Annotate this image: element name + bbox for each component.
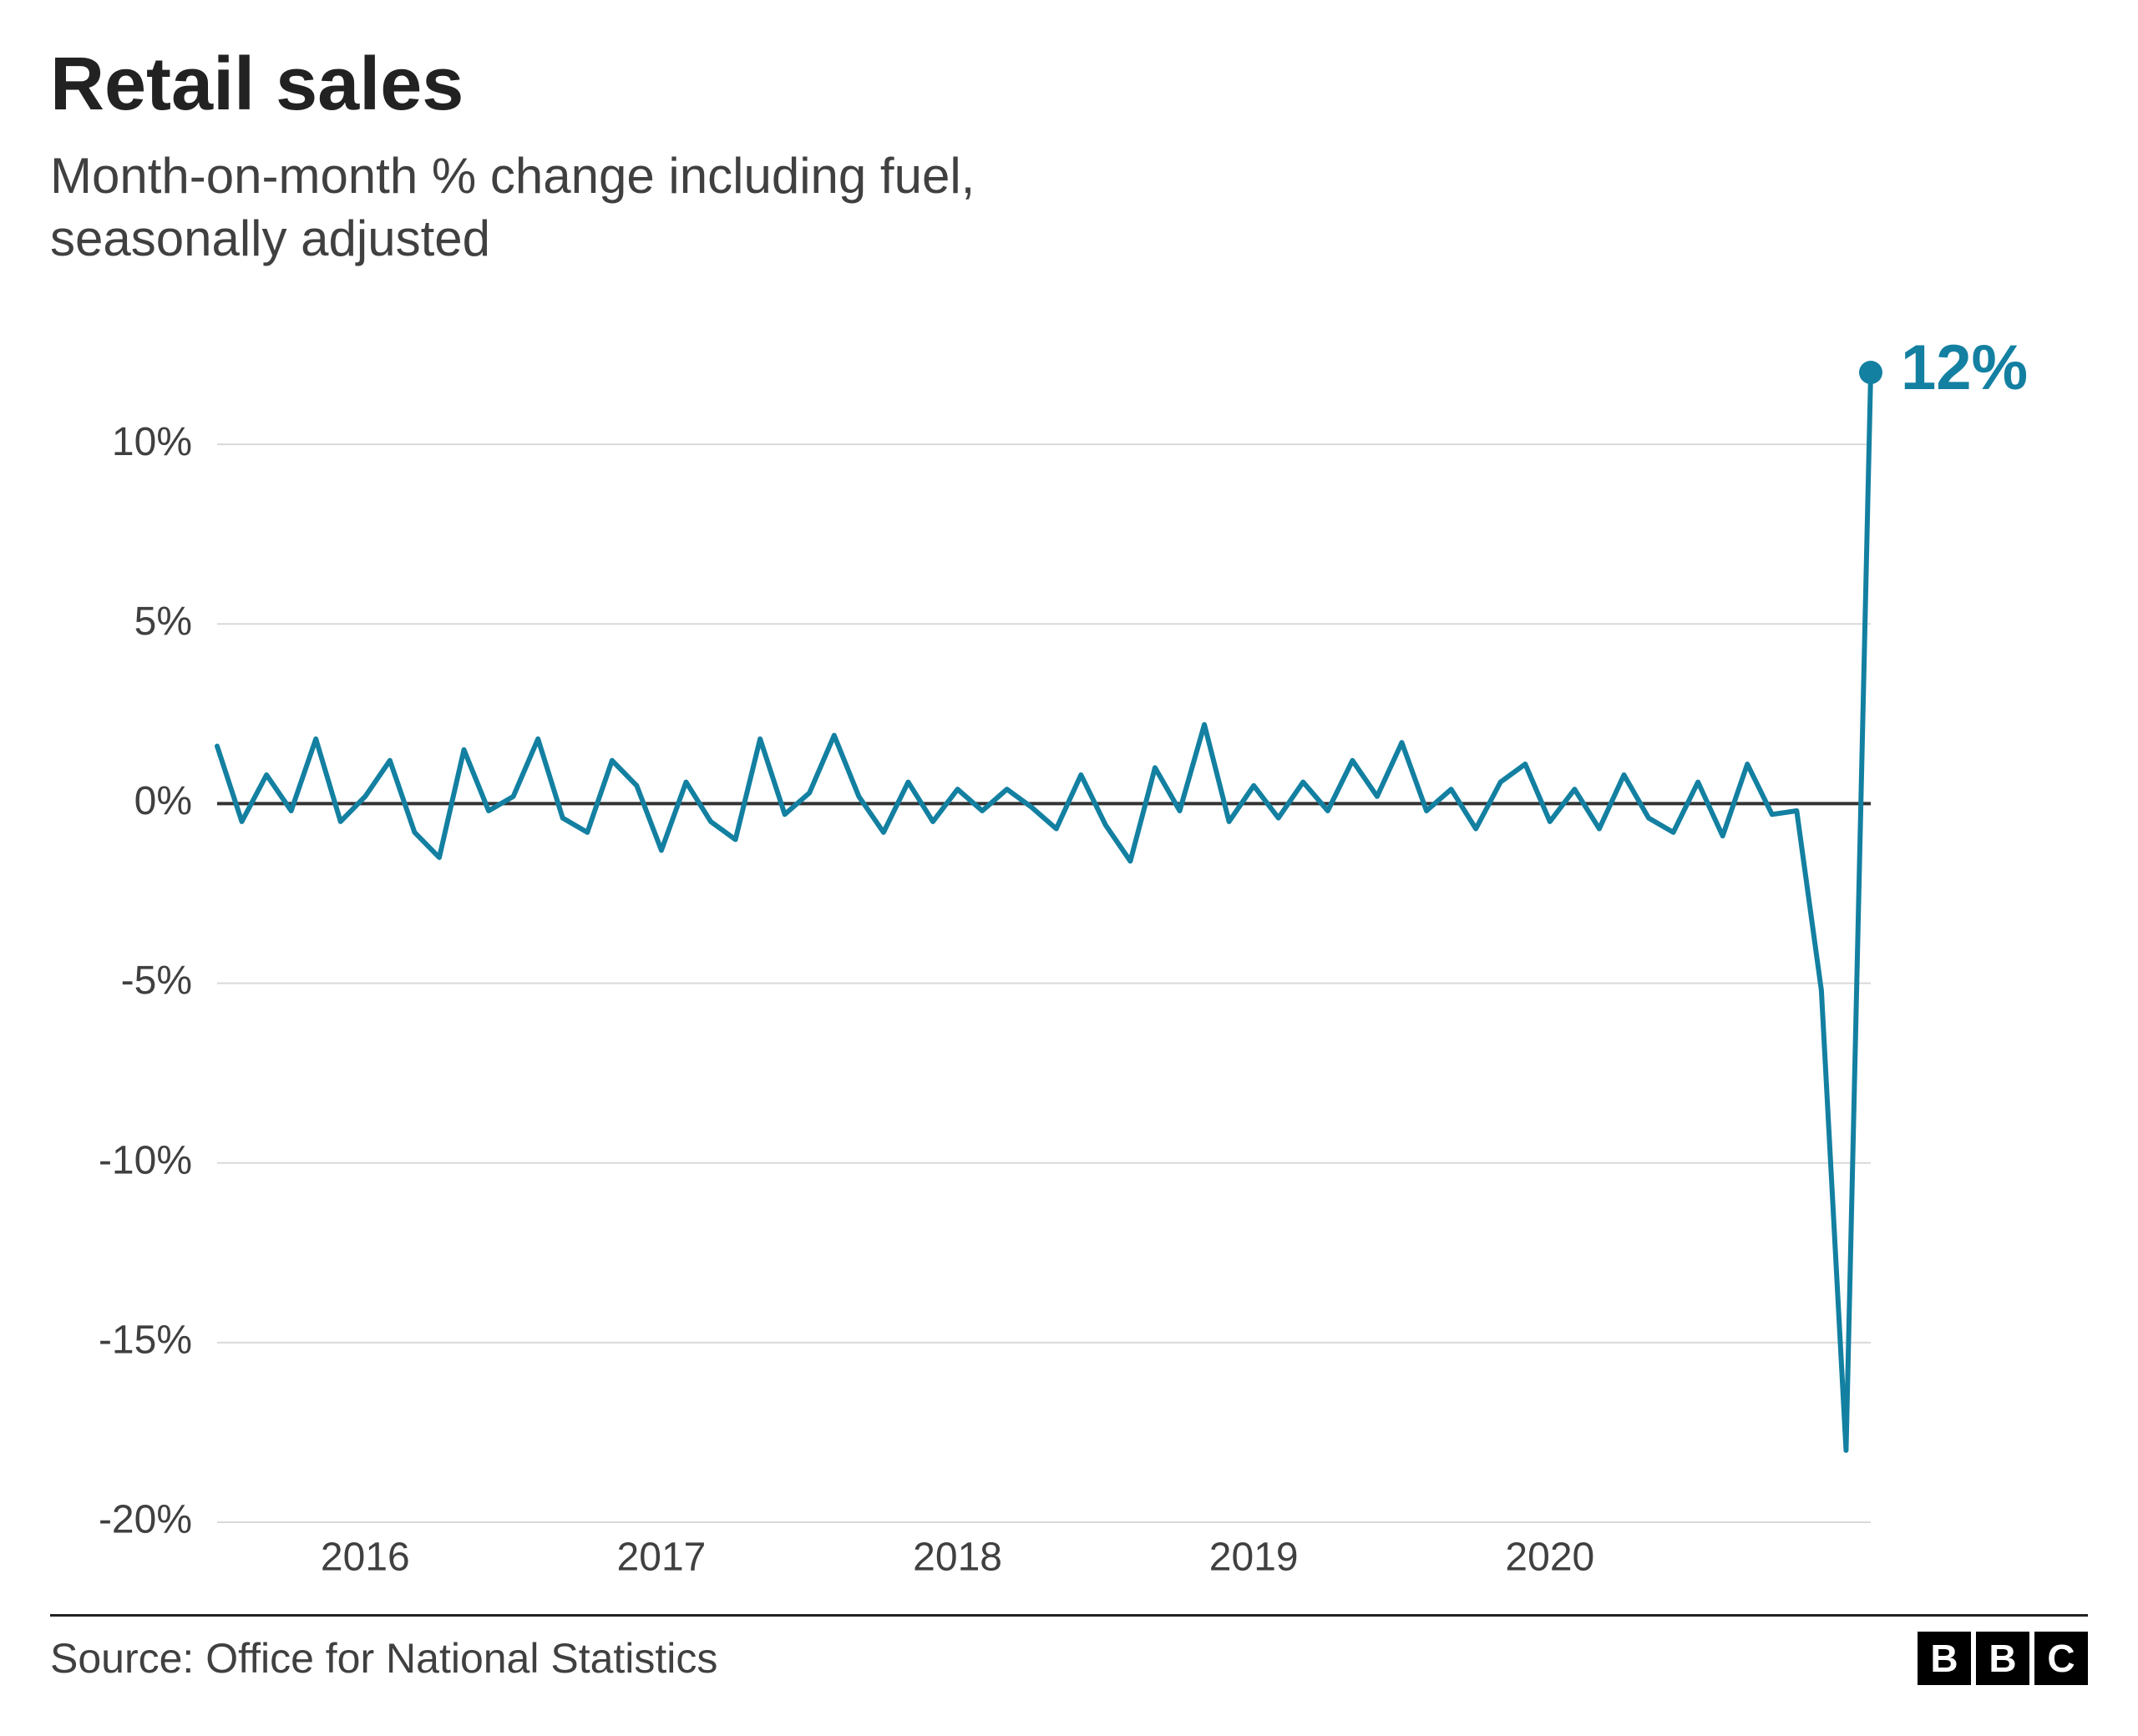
data-line — [217, 372, 1871, 1450]
chart-footer: Source: Office for National Statistics B… — [50, 1614, 2088, 1685]
x-axis-label: 2019 — [1209, 1536, 1299, 1580]
y-axis-label: 10% — [112, 420, 192, 464]
chart-subtitle: Month-on-month % change including fuel, … — [50, 144, 2088, 270]
y-axis-label: -20% — [99, 1498, 192, 1542]
chart-title: Retail sales — [50, 42, 2088, 128]
y-axis-label: -5% — [121, 959, 192, 1003]
y-axis-label: 0% — [134, 779, 192, 823]
line-chart-svg: -20% -15% -10% -5% 0% 5% 10% 2016 2017 2018 2019 20… — [50, 303, 2088, 1597]
x-axis-label: 2016 — [321, 1536, 410, 1580]
source-text: Source: Office for National Statistics — [50, 1634, 717, 1683]
x-axis-label: 2018 — [913, 1536, 1002, 1580]
y-axis-label: -15% — [99, 1318, 192, 1363]
x-axis-label: 2020 — [1505, 1536, 1594, 1580]
subtitle-line-2: seasonally adjusted — [50, 210, 490, 266]
subtitle-line-1: Month-on-month % change including fuel, — [50, 148, 975, 204]
y-axis-label: -10% — [99, 1138, 192, 1182]
x-axis-label: 2017 — [617, 1536, 707, 1580]
chart-container: Retail sales Month-on-month % change inc… — [0, 0, 2138, 1736]
bbc-logo-letter: C — [2034, 1632, 2088, 1685]
plot-area: -20% -15% -10% -5% 0% 5% 10% 2016 2017 2018 2019 20… — [50, 303, 2088, 1597]
y-axis-label: 5% — [134, 600, 192, 644]
bbc-logo: B B C — [1918, 1632, 2088, 1685]
callout-marker — [1859, 361, 1882, 384]
callout-label: 12% — [1901, 332, 2028, 403]
bbc-logo-letter: B — [1976, 1632, 2029, 1685]
bbc-logo-letter: B — [1918, 1632, 1971, 1685]
